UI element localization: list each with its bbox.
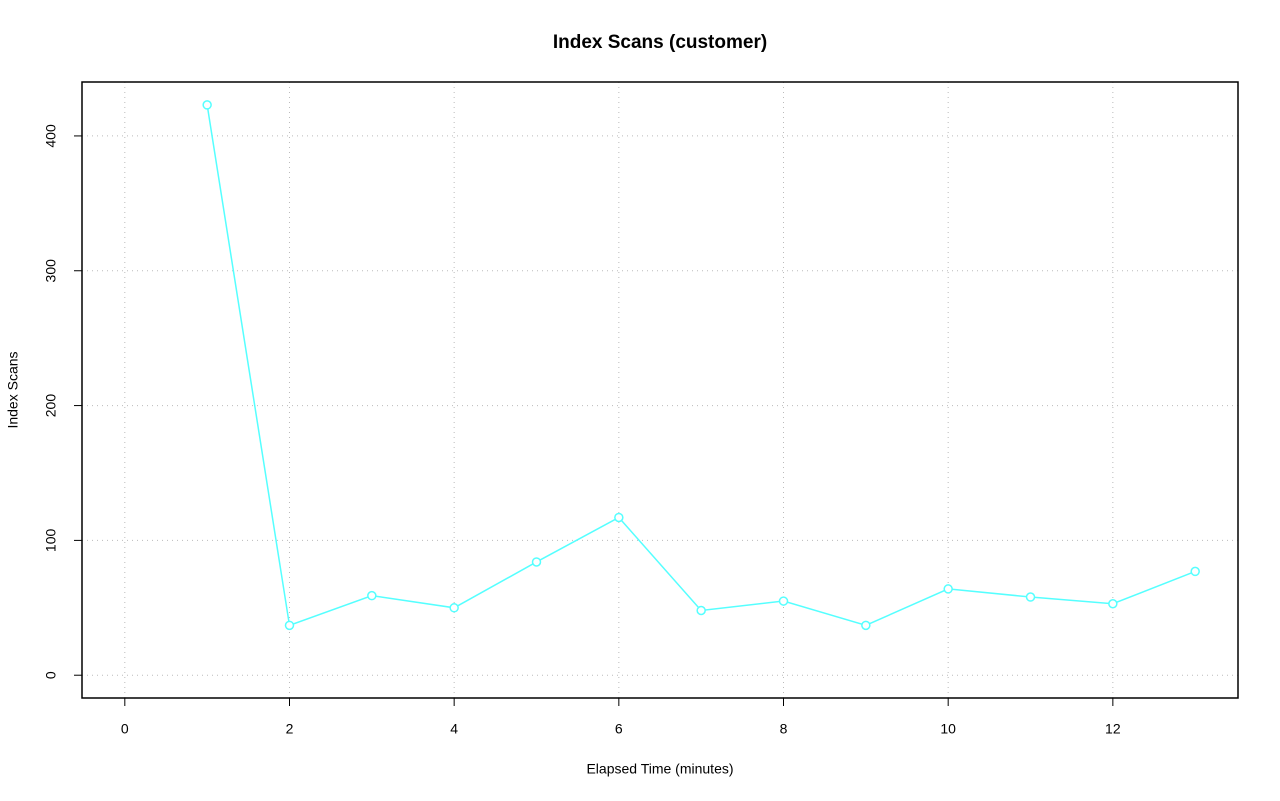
y-axis-label: Index Scans [5,351,21,428]
y-tick-label: 100 [43,529,59,553]
data-point [1108,599,1118,609]
data-point [531,557,542,567]
x-tick-label: 10 [940,721,956,737]
y-tick-label: 200 [43,394,59,418]
data-point [614,512,624,523]
x-tick-label: 12 [1105,721,1121,737]
data-point [1025,592,1036,602]
data-point [696,605,706,616]
x-tick-label: 2 [286,721,294,737]
y-tick-label: 400 [43,124,59,148]
data-point [1190,566,1200,577]
x-tick-label: 0 [121,721,129,737]
y-tick-label: 300 [43,259,59,283]
data-point [943,584,953,594]
x-axis-label: Elapsed Time (minutes) [586,761,733,777]
y-tick-label: 0 [43,671,59,679]
data-point [367,590,377,601]
data-point [449,603,459,613]
chart-title: Index Scans (customer) [553,32,767,53]
data-point [202,100,212,110]
data-point [284,620,295,631]
data-point [861,620,871,631]
x-tick-label: 6 [615,721,623,737]
data-point [778,596,789,606]
x-tick-label: 8 [780,721,788,737]
plot-frame [81,81,1239,699]
x-tick-label: 4 [450,721,458,737]
